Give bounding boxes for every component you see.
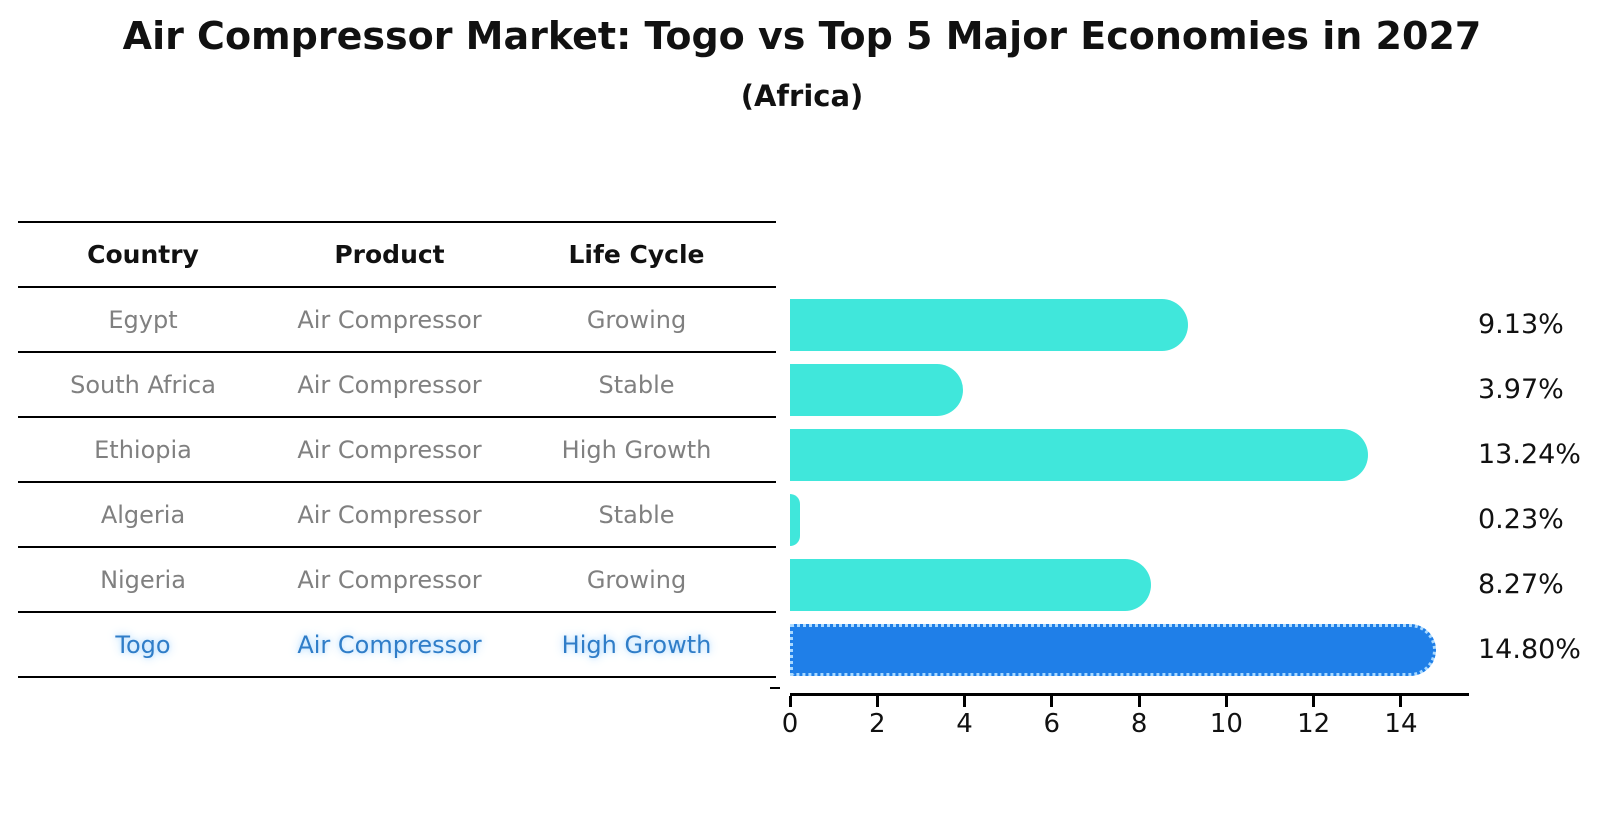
x-axis-tick-label: 10 xyxy=(1209,709,1243,739)
cell-country: Togo xyxy=(115,630,171,659)
table-row: Egypt Air Compressor Growing xyxy=(18,288,776,353)
header-cell-product: Product xyxy=(334,240,445,269)
value-label: 9.13% xyxy=(1478,309,1564,340)
bar-nigeria xyxy=(790,559,1151,611)
cell-product: Air Compressor xyxy=(297,305,482,334)
cell-life-cycle: Stable xyxy=(598,370,675,399)
header-cell-life-cycle: Life Cycle xyxy=(568,240,705,269)
cell-country: Ethiopia xyxy=(94,435,192,464)
cell-country: Egypt xyxy=(108,305,178,334)
x-axis-tick xyxy=(1137,696,1141,707)
table-body: Egypt Air Compressor Growing South Africa Ai… xyxy=(18,288,776,678)
bar-south-africa xyxy=(790,364,964,416)
header-cell-country: Country xyxy=(87,240,199,269)
cell-product: Air Compressor xyxy=(297,500,482,529)
chart-subtitle: (Africa) xyxy=(740,79,864,113)
cell-life-cycle: High Growth xyxy=(561,435,712,464)
cell-product: Air Compressor xyxy=(297,630,482,659)
x-axis-tick xyxy=(1399,696,1403,707)
x-axis-tick xyxy=(788,696,792,707)
table-header-row: Country Product Life Cycle xyxy=(18,223,776,288)
x-axis xyxy=(790,693,1469,696)
cell-life-cycle: High Growth xyxy=(561,630,712,659)
value-label: 3.97% xyxy=(1478,374,1564,405)
cell-country: Algeria xyxy=(100,500,186,529)
x-axis-tick-label: 6 xyxy=(1043,709,1061,739)
y-axis-tick xyxy=(770,687,780,689)
table-row: Nigeria Air Compressor Growing xyxy=(18,548,776,613)
x-axis-tick xyxy=(963,696,967,707)
value-label: 0.23% xyxy=(1478,504,1564,535)
x-axis-tick xyxy=(875,696,879,707)
cell-country: South Africa xyxy=(70,370,216,399)
x-axis-tick xyxy=(1224,696,1228,707)
table-row: Togo Air Compressor High Growth xyxy=(18,613,776,678)
cell-product: Air Compressor xyxy=(297,370,482,399)
x-axis-tick-label: 2 xyxy=(868,709,886,739)
cell-product: Air Compressor xyxy=(297,565,482,594)
table-row: Algeria Air Compressor Stable xyxy=(18,483,776,548)
cell-life-cycle: Growing xyxy=(586,305,687,334)
x-axis-tick-label: 4 xyxy=(956,709,973,739)
chart-title: Air Compressor Market: Togo vs Top 5 Maj… xyxy=(122,14,1482,58)
x-axis-tick xyxy=(1312,696,1316,707)
bar-ethiopia xyxy=(790,429,1368,481)
value-label: 8.27% xyxy=(1478,569,1564,600)
cell-life-cycle: Stable xyxy=(598,500,675,529)
table-row: South Africa Air Compressor Stable xyxy=(18,353,776,418)
table-row: Ethiopia Air Compressor High Growth xyxy=(18,418,776,483)
country-table: Country Product Life Cycle Egypt Air Comp… xyxy=(18,221,776,678)
x-axis-tick-label: 12 xyxy=(1297,709,1331,739)
x-axis-tick-label: 8 xyxy=(1130,709,1148,739)
cell-life-cycle: Growing xyxy=(586,565,687,594)
x-axis-tick-label: 14 xyxy=(1384,709,1418,739)
cell-product: Air Compressor xyxy=(297,435,482,464)
bar-egypt xyxy=(790,299,1189,351)
bar-algeria xyxy=(790,494,801,546)
x-axis-tick xyxy=(1050,696,1054,707)
value-label: 14.80% xyxy=(1478,634,1581,665)
x-axis-tick-label: 0 xyxy=(781,709,799,739)
cell-country: Nigeria xyxy=(100,565,186,594)
bar-togo xyxy=(790,624,1436,676)
value-label: 13.24% xyxy=(1478,439,1581,470)
